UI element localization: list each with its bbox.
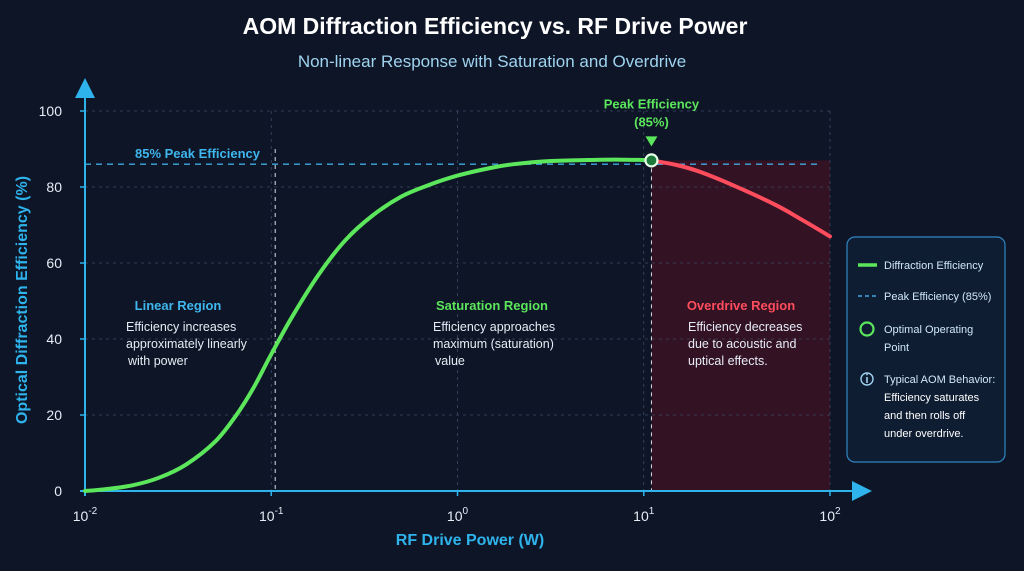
region-saturation: Saturation Region Efficiency approaches … [433, 298, 555, 368]
region-description: due to acoustic and [688, 337, 796, 351]
grid [85, 110, 831, 491]
region-description: with power [127, 354, 188, 368]
y-ticks: 0 20 40 60 80 100 [39, 103, 85, 499]
info-icon [860, 372, 874, 386]
region-description: approximately linearly [126, 337, 248, 351]
y-tick-label: 60 [46, 255, 62, 271]
legend-label-reference: Peak Efficiency (85%) [884, 291, 991, 303]
x-tick-label: 101 [633, 506, 655, 524]
region-description: maximum (saturation) [433, 337, 554, 351]
y-tick-label: 80 [46, 179, 62, 195]
region-description: Efficiency approaches [433, 320, 555, 334]
series-line-overdrive [649, 158, 832, 239]
region-title: Linear Region [135, 298, 222, 313]
region-description: Efficiency increases [126, 320, 236, 334]
region-description: value [435, 354, 465, 368]
y-tick-label: 40 [46, 331, 62, 347]
legend-label-curve: Diffraction Efficiency [884, 260, 984, 272]
peak-label: Peak Efficiency [604, 96, 700, 111]
y-tick-label: 100 [39, 103, 63, 119]
legend-optimal-point-icon [859, 321, 875, 337]
x-axis-label: RF Drive Power (W) [396, 532, 544, 549]
x-tick-label: 102 [819, 506, 841, 524]
x-tick-label: 10-2 [73, 506, 98, 524]
series-line-diffraction-efficiency [83, 157, 654, 493]
legend-label-optimal: Optimal Operating [884, 324, 973, 336]
y-tick-label: 20 [46, 407, 62, 423]
y-axis-label: Optical Diffraction Efficiency (%) [14, 176, 31, 424]
region-boundaries [274, 149, 652, 491]
region-description: uptical effects. [688, 354, 768, 368]
legend-note: Typical AOM Behavior: [884, 374, 995, 386]
region-title: Overdrive Region [687, 298, 795, 313]
legend: Diffraction Efficiency Peak Efficiency (… [846, 236, 1006, 463]
overdrive-region-shading [651, 160, 830, 491]
region-description: Efficiency decreases [688, 320, 802, 334]
x-ticks: 10-2 10-1 100 101 102 [73, 491, 841, 524]
region-linear: Linear Region Efficiency increases appro… [126, 298, 248, 368]
chart-subtitle: Non-linear Response with Saturation and … [298, 52, 686, 71]
peak-label-value: (85%) [634, 114, 669, 129]
y-tick-label: 0 [54, 483, 62, 499]
x-tick-label: 10-1 [259, 506, 284, 524]
reference-line-label: 85% Peak Efficiency [135, 146, 261, 161]
legend-note: and then rolls off [884, 410, 966, 422]
legend-note: Efficiency saturates [884, 392, 980, 404]
legend-box [846, 236, 1006, 463]
chart-title: AOM Diffraction Efficiency vs. RF Drive … [243, 13, 748, 39]
x-tick-label: 100 [447, 506, 469, 524]
region-overdrive: Overdrive Region Efficiency decreases du… [687, 298, 803, 368]
legend-note: under overdrive. [884, 428, 964, 440]
peak-arrow-icon [645, 136, 658, 147]
peak-marker [644, 153, 659, 168]
region-title: Saturation Region [436, 298, 548, 313]
legend-label-optimal: Point [884, 342, 909, 354]
